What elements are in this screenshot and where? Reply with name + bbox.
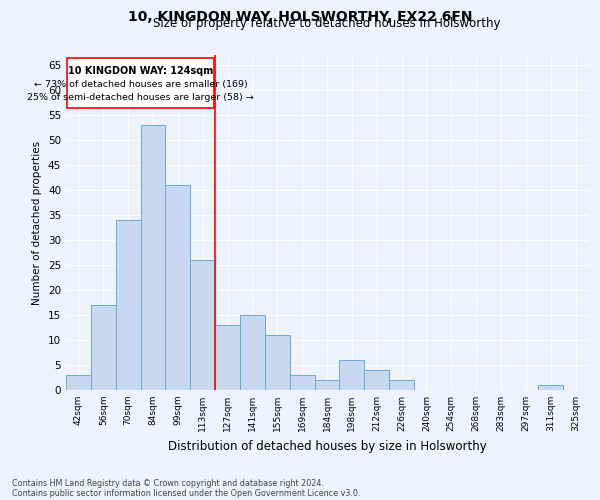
Bar [66, 375, 91, 390]
Bar [364, 370, 389, 390]
Text: Contains public sector information licensed under the Open Government Licence v3: Contains public sector information licen… [12, 488, 361, 498]
Bar [314, 380, 340, 390]
Y-axis label: Number of detached properties: Number of detached properties [32, 140, 43, 304]
Bar [265, 335, 290, 390]
Text: 10, KINGDON WAY, HOLSWORTHY, EX22 6FN: 10, KINGDON WAY, HOLSWORTHY, EX22 6FN [128, 10, 472, 24]
Bar [166, 185, 190, 390]
Bar [190, 260, 215, 390]
Bar [215, 325, 240, 390]
Text: Contains HM Land Registry data © Crown copyright and database right 2024.: Contains HM Land Registry data © Crown c… [12, 478, 324, 488]
Text: 25% of semi-detached houses are larger (58) →: 25% of semi-detached houses are larger (… [27, 94, 254, 102]
Bar [140, 125, 166, 390]
Bar [91, 305, 116, 390]
Title: Size of property relative to detached houses in Holsworthy: Size of property relative to detached ho… [153, 17, 501, 30]
Bar [290, 375, 314, 390]
Bar [340, 360, 364, 390]
FancyBboxPatch shape [67, 58, 214, 108]
Text: ← 73% of detached houses are smaller (169): ← 73% of detached houses are smaller (16… [34, 80, 247, 89]
Bar [116, 220, 140, 390]
X-axis label: Distribution of detached houses by size in Holsworthy: Distribution of detached houses by size … [167, 440, 487, 452]
Bar [538, 385, 563, 390]
Bar [389, 380, 414, 390]
Text: 10 KINGDON WAY: 124sqm: 10 KINGDON WAY: 124sqm [68, 66, 213, 76]
Bar [240, 315, 265, 390]
